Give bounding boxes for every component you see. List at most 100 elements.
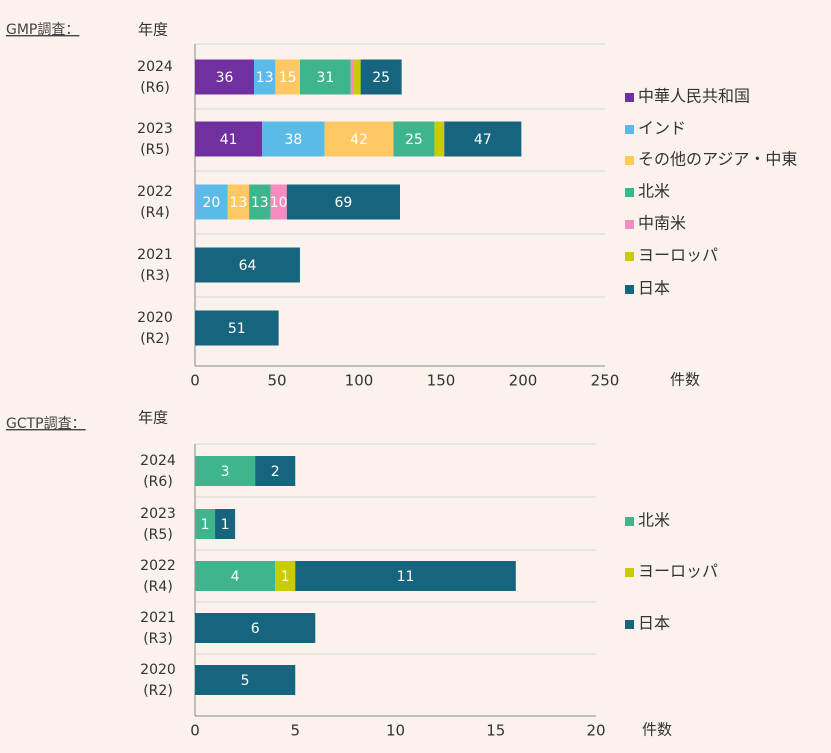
- category-year-label: 2020: [137, 310, 173, 326]
- bar-segment: [254, 59, 276, 95]
- category-era-label: (R3): [140, 268, 170, 284]
- bar-segment: [324, 121, 394, 157]
- bar-value-label: 11: [397, 569, 415, 585]
- legend-swatch: [625, 125, 634, 134]
- bar-value-label: 13: [256, 70, 274, 86]
- category-era-label: (R3): [143, 631, 173, 647]
- category-era-label: (R2): [140, 331, 170, 347]
- category-era-label: (R2): [143, 683, 173, 699]
- bar-value-label: 4: [231, 569, 240, 585]
- bar-value-label: 13: [251, 195, 269, 211]
- x-tick-label: 250: [591, 372, 620, 390]
- bar-segment: [434, 121, 445, 157]
- bar-segment: [354, 59, 361, 95]
- bar-value-label: 6: [251, 621, 260, 637]
- bar-segment: [195, 561, 276, 591]
- bar-value-label: 2: [271, 464, 280, 480]
- bar-segment: [286, 184, 400, 220]
- legend-entry: 北米: [638, 511, 670, 530]
- bar-value-label: 25: [372, 70, 390, 86]
- bar-value-label: 20: [202, 195, 220, 211]
- category-year-label: 2021: [137, 247, 173, 263]
- legend-swatch: [625, 220, 634, 229]
- bar-segment: [360, 59, 402, 95]
- bar-value-label: 69: [335, 195, 353, 211]
- legend-swatch: [625, 285, 634, 294]
- legend-entry: その他のアジア・中東: [638, 150, 797, 169]
- category-year-label: 2023: [140, 506, 176, 522]
- bar-value-label: 64: [239, 258, 257, 274]
- legend-swatch: [625, 188, 634, 197]
- x-tick-label: 0: [190, 372, 200, 390]
- x-axis-label: 件数: [642, 721, 672, 739]
- bar-segment: [295, 561, 516, 591]
- bar-segment: [195, 121, 263, 157]
- legend-entry: 北米: [638, 182, 670, 201]
- bar-value-label: 51: [228, 321, 246, 337]
- bar-segment: [195, 456, 256, 486]
- y-axis-label: 年度: [138, 409, 168, 427]
- legend-swatch: [625, 568, 634, 577]
- category-year-label: 2023: [137, 121, 173, 137]
- bar-segment: [275, 561, 296, 591]
- bar-segment: [195, 665, 296, 695]
- x-tick-label: 5: [290, 722, 300, 740]
- x-tick-label: 100: [345, 372, 374, 390]
- bar-segment: [350, 59, 355, 95]
- bar-value-label: 41: [220, 132, 238, 148]
- bar-segment: [195, 613, 316, 643]
- legend-entry: ヨーロッパ: [638, 246, 718, 265]
- bar-value-label: 13: [230, 195, 248, 211]
- bar-value-label: 10: [270, 195, 288, 211]
- category-year-label: 2024: [137, 59, 173, 75]
- bar-value-label: 5: [241, 673, 250, 689]
- bar-segment: [249, 184, 271, 220]
- legend-entry: 日本: [638, 614, 670, 633]
- category-era-label: (R4): [140, 205, 170, 221]
- category-era-label: (R6): [140, 80, 170, 96]
- legend-entry: 中華人民共和国: [638, 87, 750, 106]
- x-tick-label: 15: [486, 722, 505, 740]
- bar-segment: [195, 247, 300, 283]
- bar-value-label: 47: [474, 132, 492, 148]
- legend-swatch: [625, 156, 634, 165]
- category-year-label: 2022: [137, 184, 173, 200]
- bar-segment: [215, 509, 236, 539]
- legend-entry: 日本: [638, 279, 670, 298]
- bar-segment: [255, 456, 296, 486]
- section-label: GCTP調査：: [6, 416, 86, 432]
- category-year-label: 2024: [140, 453, 176, 469]
- bar-segment: [195, 509, 216, 539]
- x-tick-label: 20: [586, 722, 605, 740]
- x-tick-label: 10: [386, 722, 405, 740]
- bar-value-label: 15: [279, 70, 297, 86]
- category-era-label: (R6): [143, 474, 173, 490]
- bar-segment: [227, 184, 250, 220]
- legend-entry: ヨーロッパ: [638, 562, 718, 581]
- bar-segment: [262, 121, 325, 157]
- category-era-label: (R4): [143, 579, 173, 595]
- y-axis-label: 年度: [138, 21, 168, 39]
- legend-swatch: [625, 517, 634, 526]
- legend-swatch: [625, 252, 634, 261]
- bar-value-label: 36: [216, 70, 234, 86]
- x-tick-label: 200: [509, 372, 538, 390]
- category-year-label: 2022: [140, 558, 176, 574]
- bar-segment: [195, 59, 255, 95]
- bar-value-label: 1: [201, 517, 210, 533]
- bar-segment: [444, 121, 522, 157]
- legend-swatch: [625, 93, 634, 102]
- bar-segment: [275, 59, 300, 95]
- bar-value-label: 1: [281, 569, 290, 585]
- legend-swatch: [625, 620, 634, 629]
- legend-entry: インド: [638, 119, 686, 138]
- bar-value-label: 42: [350, 132, 368, 148]
- bar-segment: [299, 59, 351, 95]
- bar-segment: [195, 184, 228, 220]
- bar-value-label: 38: [284, 132, 302, 148]
- bar-value-label: 25: [405, 132, 423, 148]
- x-axis-label: 件数: [670, 371, 700, 389]
- category-era-label: (R5): [140, 142, 170, 158]
